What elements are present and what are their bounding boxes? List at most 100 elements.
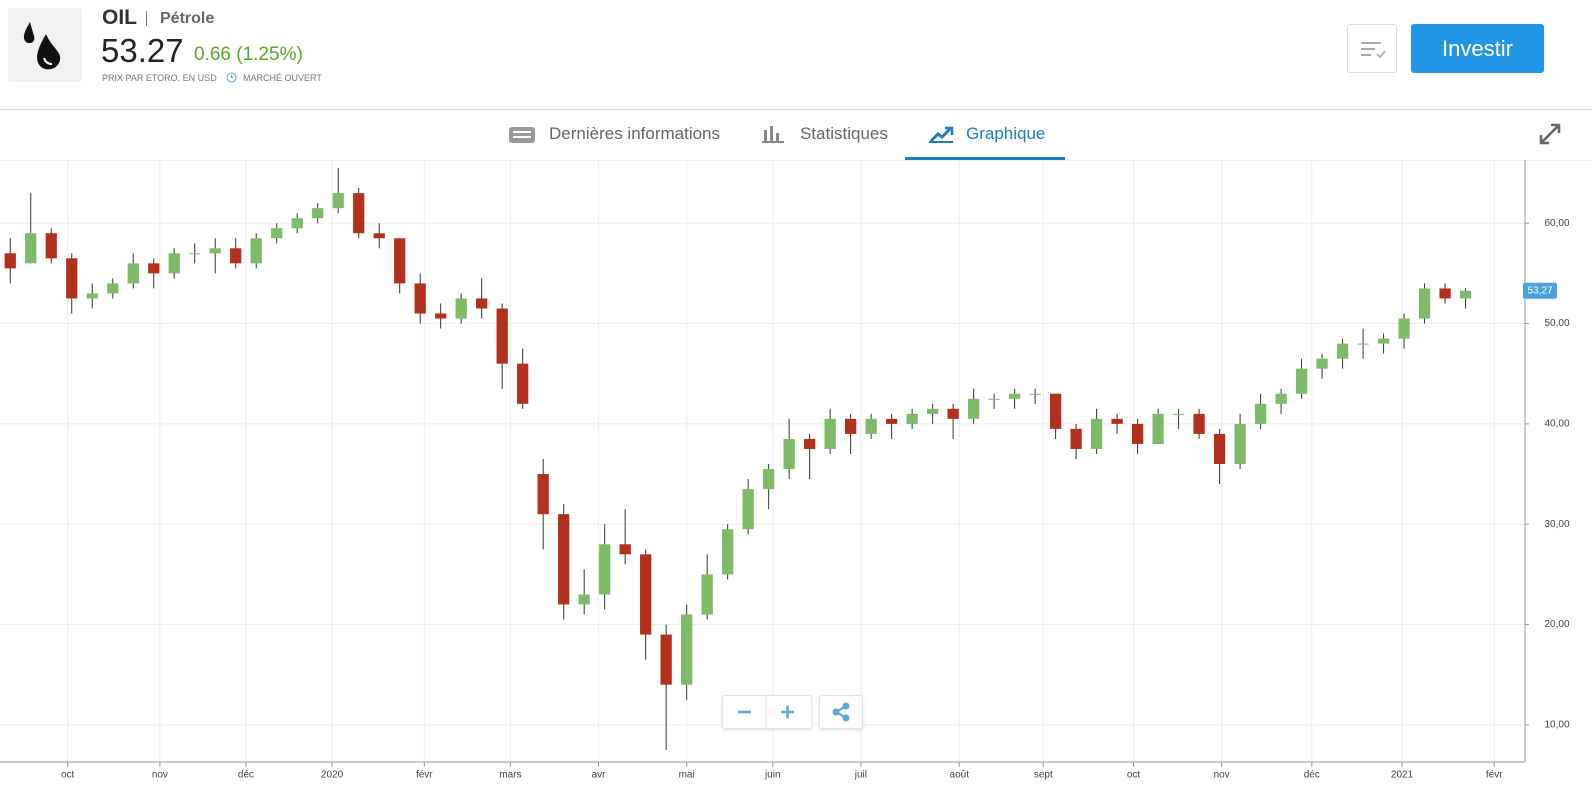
- invest-button[interactable]: Investir: [1411, 24, 1544, 73]
- tab[interactable]: Statistiques: [800, 124, 888, 143]
- candle-body: [926, 408, 939, 414]
- candle-body: [353, 193, 365, 234]
- y-tick-label: 10,00: [1544, 720, 1569, 731]
- candle-body: [127, 263, 139, 284]
- x-tick-label: mai: [679, 770, 695, 781]
- x-tick-label: févr: [416, 770, 433, 781]
- candle-body: [1213, 433, 1226, 465]
- candle-body: [209, 248, 221, 254]
- candle-body: [1234, 423, 1246, 465]
- candle-body: [1316, 358, 1328, 369]
- x-tick-label: févr: [1486, 770, 1503, 781]
- logo: [8, 8, 82, 82]
- x-tick-label: sept: [1034, 770, 1053, 781]
- candle-body: [558, 514, 570, 605]
- candle-body: [1398, 318, 1410, 339]
- candle-body: [845, 418, 857, 434]
- candle-body: [967, 398, 980, 419]
- y-tick-label: 20,00: [1544, 619, 1569, 630]
- candle-body: [824, 418, 836, 449]
- candle-body: [1090, 418, 1103, 449]
- candle-body: [701, 574, 713, 615]
- candle-body: [783, 438, 795, 470]
- candle-body: [435, 313, 447, 319]
- candle-body: [66, 258, 78, 299]
- chart-icon: [929, 126, 954, 143]
- candle-body: [189, 253, 201, 255]
- candle-body: [476, 298, 488, 309]
- candle-body: [1070, 428, 1082, 449]
- candle-body: [230, 248, 242, 264]
- y-tick-label: 50,00: [1544, 318, 1569, 329]
- price-source: PRIX PAR ETORO, EN USD: [102, 73, 217, 83]
- watchlist-button[interactable]: [1347, 24, 1397, 73]
- candle-body: [4, 253, 16, 269]
- candle-body: [496, 308, 508, 364]
- current-price-label: 53,27: [1527, 285, 1552, 296]
- candle-body: [517, 363, 529, 404]
- candle-body: [763, 469, 775, 490]
- candle-body: [312, 208, 324, 219]
- share-icon: [832, 702, 850, 722]
- candle-body: [804, 438, 816, 449]
- candle-body: [1029, 393, 1041, 395]
- price: 53.27: [101, 32, 184, 69]
- candle-body: [906, 413, 918, 424]
- candle-body: [107, 283, 119, 294]
- candle-body: [537, 474, 549, 515]
- candle-body: [1193, 413, 1205, 434]
- candle-body: [1275, 393, 1287, 404]
- candle-body: [681, 614, 693, 685]
- candle-body: [722, 529, 734, 575]
- share-button[interactable]: [819, 695, 863, 729]
- candle-body: [25, 233, 37, 264]
- current-price-marker: [1523, 282, 1557, 299]
- x-tick-label: déc: [238, 770, 254, 781]
- candle-body: [1172, 413, 1185, 415]
- candle-body: [1377, 338, 1390, 344]
- candle-body: [1459, 290, 1472, 299]
- x-tick-label: oct: [61, 770, 75, 781]
- candle-body: [1439, 288, 1451, 299]
- x-tick-label: nov: [1214, 770, 1230, 781]
- clock-icon: [226, 72, 237, 83]
- x-tick-label: avr: [592, 770, 607, 781]
- candle-body: [332, 193, 344, 209]
- candle-body: [660, 634, 672, 685]
- x-tick-label: déc: [1304, 770, 1320, 781]
- candle-body: [742, 489, 754, 530]
- candle-body: [1008, 393, 1021, 399]
- y-tick-label: 40,00: [1544, 419, 1569, 430]
- candle-body: [168, 253, 180, 274]
- candle-body: [599, 544, 611, 595]
- y-tick-label: 30,00: [1544, 519, 1569, 530]
- news-icon: [509, 127, 535, 143]
- candle-body: [947, 408, 959, 419]
- candle-body: [250, 238, 262, 264]
- tab[interactable]: Dernières informations: [549, 124, 721, 143]
- x-tick-label: août: [950, 770, 970, 781]
- candle-body: [1111, 418, 1123, 424]
- x-tick-label: oct: [1127, 770, 1141, 781]
- x-tick-label: nov: [152, 770, 168, 781]
- candle-body: [394, 238, 406, 284]
- tab[interactable]: Graphique: [966, 124, 1046, 143]
- candle-body: [148, 263, 160, 274]
- market-status: MARCHÉ OUVERT: [243, 73, 322, 83]
- candle-body: [865, 418, 877, 434]
- candle-body: [271, 228, 283, 239]
- x-tick-label: juil: [854, 770, 867, 781]
- x-tick-label: 2021: [1391, 770, 1414, 781]
- candle-body: [373, 233, 385, 239]
- candle-body: [86, 293, 98, 299]
- candle-body: [291, 218, 303, 229]
- logo-icon: [23, 22, 61, 70]
- fullscreen-icon[interactable]: [1539, 123, 1561, 145]
- zoom-icons: [738, 696, 794, 728]
- price-change: 0.66 (1.25%): [194, 44, 303, 65]
- y-tick-label: 60,00: [1544, 218, 1569, 229]
- stats-icon: [762, 126, 784, 143]
- candle-body: [1357, 343, 1369, 345]
- chart: 10,00 20,00 30,00 40,00 50,00 60,00 oct nov déc 2…: [0, 160, 1570, 781]
